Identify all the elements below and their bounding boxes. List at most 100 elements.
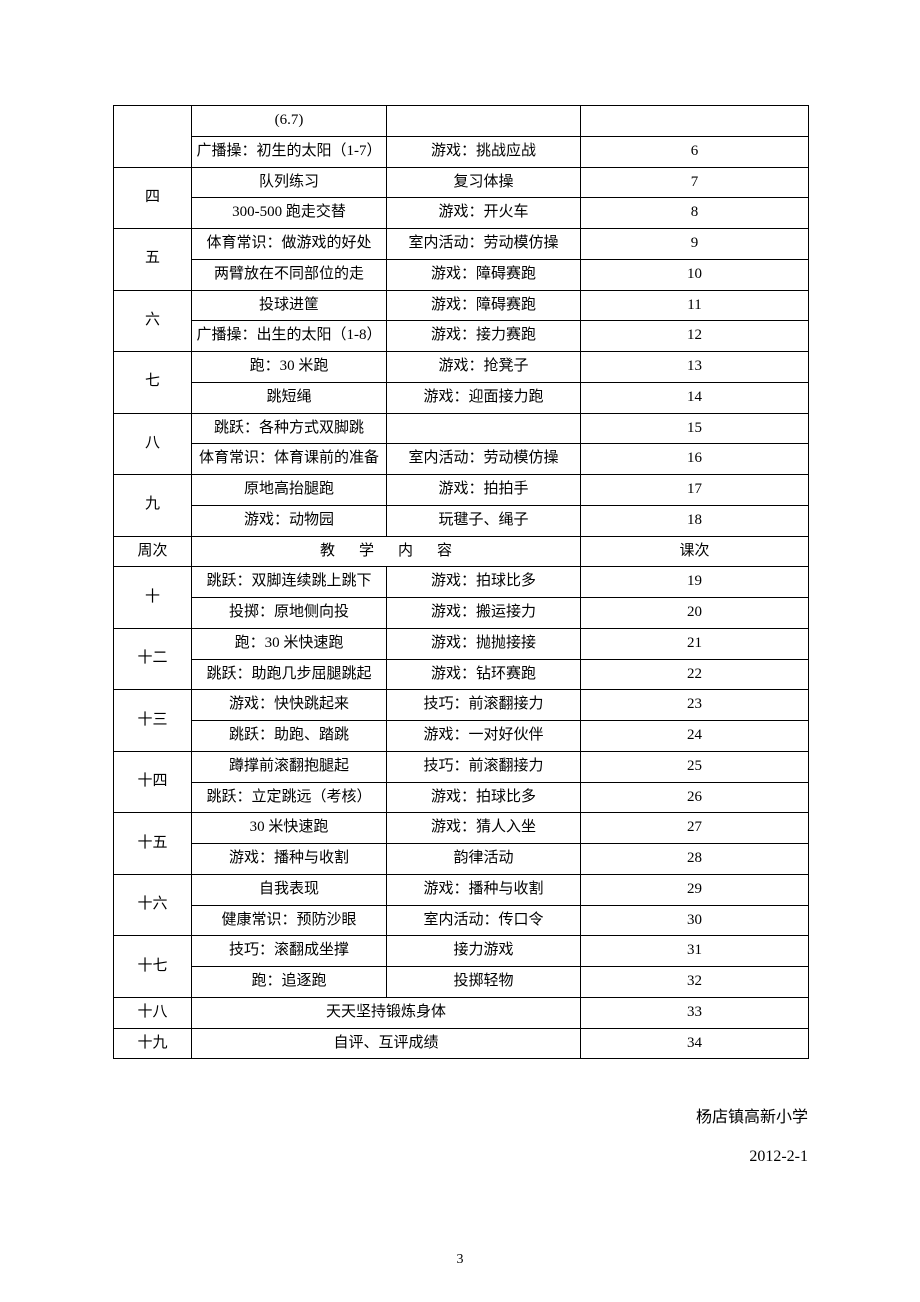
content-cell: 投掷轻物 [387,967,581,998]
table-header-row: 周次 教学内容 课次 [114,536,809,567]
content-cell: 健康常识：预防沙眼 [192,905,387,936]
lesson-cell: 21 [581,628,809,659]
week-cell: 五 [114,229,192,291]
content-cell: 队列练习 [192,167,387,198]
table-row: 六 投球进筐 游戏：障碍赛跑 11 [114,290,809,321]
table-row: 十三 游戏：快快跳起来 技巧：前滚翻接力 23 [114,690,809,721]
week-cell: 四 [114,167,192,229]
content-cell: 游戏：猜人入坐 [387,813,581,844]
lesson-cell: 12 [581,321,809,352]
content-cell: 跳短绳 [192,382,387,413]
week-cell: 十二 [114,628,192,690]
table-row: 跳跃：助跑几步屈腿跳起 游戏：钻环赛跑 22 [114,659,809,690]
week-cell [114,106,192,168]
content-cell: 游戏：挑战应战 [387,136,581,167]
page-container: (6.7) 广播操：初生的太阳（1-7） 游戏：挑战应战 6 四 队列练习 复习… [0,0,920,1302]
lesson-cell: 34 [581,1028,809,1059]
content-cell: 自评、互评成绩 [192,1028,581,1059]
content-cell: 游戏：拍球比多 [387,567,581,598]
content-cell: 游戏：一对好伙伴 [387,721,581,752]
lesson-cell: 9 [581,229,809,260]
content-cell: 室内活动：传口令 [387,905,581,936]
content-cell: 体育常识：做游戏的好处 [192,229,387,260]
content-cell: 跳跃：立定跳远（考核） [192,782,387,813]
lesson-cell: 28 [581,844,809,875]
lesson-cell: 26 [581,782,809,813]
content-cell: 室内活动：劳动模仿操 [387,229,581,260]
lesson-cell: 24 [581,721,809,752]
content-cell [387,413,581,444]
table-row: 跳跃：立定跳远（考核） 游戏：拍球比多 26 [114,782,809,813]
week-cell: 十八 [114,997,192,1028]
content-cell: 跳跃：各种方式双脚跳 [192,413,387,444]
content-cell: 游戏：障碍赛跑 [387,290,581,321]
week-cell: 十七 [114,936,192,998]
lesson-cell: 19 [581,567,809,598]
table-row: 十 跳跃：双脚连续跳上跳下 游戏：拍球比多 19 [114,567,809,598]
content-cell: 游戏：抛抛接接 [387,628,581,659]
content-cell: 技巧：前滚翻接力 [387,751,581,782]
lesson-cell: 6 [581,136,809,167]
lesson-cell: 18 [581,505,809,536]
week-cell: 十 [114,567,192,629]
content-cell: 技巧：滚翻成坐撑 [192,936,387,967]
week-cell: 十三 [114,690,192,752]
lesson-cell: 27 [581,813,809,844]
table-row: 十二 跑：30 米快速跑 游戏：抛抛接接 21 [114,628,809,659]
content-cell: 投掷：原地侧向投 [192,598,387,629]
content-cell: 复习体操 [387,167,581,198]
schedule-table: (6.7) 广播操：初生的太阳（1-7） 游戏：挑战应战 6 四 队列练习 复习… [113,105,809,1059]
lesson-cell: 15 [581,413,809,444]
lesson-cell: 23 [581,690,809,721]
content-cell: 跳跃：双脚连续跳上跳下 [192,567,387,598]
table-row: 投掷：原地侧向投 游戏：搬运接力 20 [114,598,809,629]
week-cell: 九 [114,475,192,537]
content-cell: 蹲撑前滚翻抱腿起 [192,751,387,782]
table-row: 两臂放在不同部位的走 游戏：障碍赛跑 10 [114,259,809,290]
lesson-cell: 8 [581,198,809,229]
content-cell: 跑：30 米快速跑 [192,628,387,659]
table-row: 跳跃：助跑、踏跳 游戏：一对好伙伴 24 [114,721,809,752]
content-cell: 投球进筐 [192,290,387,321]
content-cell: 游戏：播种与收割 [387,874,581,905]
content-cell: 两臂放在不同部位的走 [192,259,387,290]
lesson-cell: 14 [581,382,809,413]
content-cell: 玩毽子、绳子 [387,505,581,536]
content-cell: 游戏：拍拍手 [387,475,581,506]
content-cell: 游戏：播种与收割 [192,844,387,875]
table-row: (6.7) [114,106,809,137]
lesson-cell: 10 [581,259,809,290]
content-cell: 技巧：前滚翻接力 [387,690,581,721]
lesson-cell: 30 [581,905,809,936]
week-cell: 七 [114,352,192,414]
header-lesson: 课次 [581,536,809,567]
week-cell: 十五 [114,813,192,875]
table-row: 游戏：播种与收割 韵律活动 28 [114,844,809,875]
table-row: 十九 自评、互评成绩 34 [114,1028,809,1059]
table-row: 跑：追逐跑 投掷轻物 32 [114,967,809,998]
content-cell: 游戏：开火车 [387,198,581,229]
content-cell: 跑：30 米跑 [192,352,387,383]
lesson-cell: 31 [581,936,809,967]
content-cell: 广播操：出生的太阳（1-8） [192,321,387,352]
header-content-text: 教学内容 [296,543,476,559]
week-cell: 十六 [114,874,192,936]
week-cell: 十四 [114,751,192,813]
content-cell: 300-500 跑走交替 [192,198,387,229]
content-cell: 游戏：动物园 [192,505,387,536]
content-cell: 游戏：抢凳子 [387,352,581,383]
table-row: 十四 蹲撑前滚翻抱腿起 技巧：前滚翻接力 25 [114,751,809,782]
table-row: 十六 自我表现 游戏：播种与收割 29 [114,874,809,905]
table-row: 八 跳跃：各种方式双脚跳 15 [114,413,809,444]
lesson-cell: 33 [581,997,809,1028]
lesson-cell [581,106,809,137]
table-row: 体育常识：体育课前的准备 室内活动：劳动模仿操 16 [114,444,809,475]
table-row: 五 体育常识：做游戏的好处 室内活动：劳动模仿操 9 [114,229,809,260]
week-cell: 六 [114,290,192,352]
lesson-cell: 17 [581,475,809,506]
page-number: 3 [0,1252,920,1268]
table-row: 十八 天天坚持锻炼身体 33 [114,997,809,1028]
content-cell: 体育常识：体育课前的准备 [192,444,387,475]
content-cell: 自我表现 [192,874,387,905]
content-cell: 游戏：拍球比多 [387,782,581,813]
